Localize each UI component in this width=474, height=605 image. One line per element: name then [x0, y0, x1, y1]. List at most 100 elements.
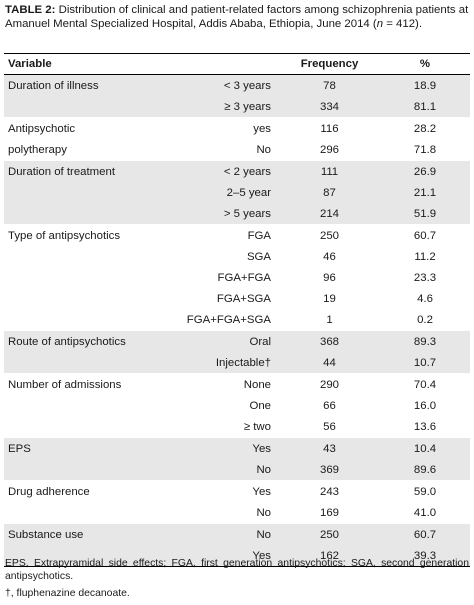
cell-frequency: 1	[279, 309, 380, 331]
cell-category: One	[174, 395, 279, 416]
cell-percent: 51.9	[380, 203, 470, 225]
cell-percent: 59.0	[380, 480, 470, 502]
table-row: Type of antipsychotics FGA 250 60.7	[4, 224, 470, 246]
cell-category: yes	[174, 117, 279, 139]
cell-category: < 2 years	[174, 160, 279, 182]
cell-category: No	[174, 523, 279, 545]
cell-frequency: 87	[279, 182, 380, 203]
cell-variable: Route of antipsychotics	[4, 330, 174, 352]
cell-variable	[4, 502, 174, 524]
cell-frequency: 169	[279, 502, 380, 524]
cell-percent: 16.0	[380, 395, 470, 416]
cell-category: < 3 years	[174, 74, 279, 96]
cell-variable	[4, 288, 174, 309]
cell-frequency: 250	[279, 224, 380, 246]
cell-percent: 28.2	[380, 117, 470, 139]
cell-category: Yes	[174, 545, 279, 567]
table-header: Variable Frequency %	[4, 53, 470, 75]
table-row: One 66 16.0	[4, 395, 470, 416]
cell-category: > 5 years	[174, 203, 279, 225]
table-row: No 169 41.0	[4, 502, 470, 524]
cell-variable	[4, 352, 174, 374]
cell-category: No	[174, 139, 279, 161]
cell-frequency: 56	[279, 416, 380, 438]
cell-category: Oral	[174, 330, 279, 352]
cell-category: SGA	[174, 246, 279, 267]
cell-frequency: 296	[279, 139, 380, 161]
cell-frequency: 66	[279, 395, 380, 416]
cell-variable	[4, 309, 174, 331]
table-row: polytherapy No 296 71.8	[4, 139, 470, 161]
footnote-dagger: †, fluphenazine decanoate.	[5, 588, 130, 599]
table-caption: TABLE 2: Distribution of clinical and pa…	[5, 4, 469, 31]
cell-category: ≥ 3 years	[174, 96, 279, 118]
table-row: Route of antipsychotics Oral 368 89.3	[4, 330, 470, 352]
table-row: > 5 years 214 51.9	[4, 203, 470, 225]
cell-percent: 23.3	[380, 267, 470, 288]
cell-variable	[4, 545, 174, 567]
table-row: 2–5 year 87 21.1	[4, 182, 470, 203]
cell-percent: 10.7	[380, 352, 470, 374]
header-category	[174, 53, 279, 75]
footnote-abbreviations: EPS, Extrapyramidal side effects; FGA, f…	[5, 558, 469, 582]
cell-variable: Duration of illness	[4, 74, 174, 96]
cell-frequency: 334	[279, 96, 380, 118]
cell-frequency: 111	[279, 160, 380, 182]
caption-text-start: Distribution of clinical and patient-rel…	[5, 4, 469, 30]
cell-percent: 13.6	[380, 416, 470, 438]
cell-percent: 60.7	[380, 523, 470, 545]
table-row: FGA+FGA+SGA 1 0.2	[4, 309, 470, 331]
table-row: Antipsychotic yes 116 28.2	[4, 117, 470, 139]
cell-percent: 81.1	[380, 96, 470, 118]
caption-label: TABLE 2:	[5, 4, 56, 16]
cell-frequency: 214	[279, 203, 380, 225]
table-row: Yes 162 39.3	[4, 545, 470, 567]
cell-frequency: 19	[279, 288, 380, 309]
cell-variable: Duration of treatment	[4, 160, 174, 182]
cell-frequency: 116	[279, 117, 380, 139]
table-row: Duration of illness < 3 years 78 18.9	[4, 74, 470, 96]
cell-category: No	[174, 459, 279, 481]
table-row: ≥ 3 years 334 81.1	[4, 96, 470, 118]
cell-variable	[4, 96, 174, 118]
cell-percent: 18.9	[380, 74, 470, 96]
cell-variable: Drug adherence	[4, 480, 174, 502]
cell-frequency: 369	[279, 459, 380, 481]
cell-percent: 0.2	[380, 309, 470, 331]
cell-category: Yes	[174, 480, 279, 502]
table-row: No 369 89.6	[4, 459, 470, 481]
table-row: EPS Yes 43 10.4	[4, 437, 470, 459]
caption-n-symbol: n	[376, 17, 384, 30]
cell-frequency: 43	[279, 437, 380, 459]
table-row: Injectable† 44 10.7	[4, 352, 470, 374]
table-body: Duration of illness < 3 years 78 18.9 ≥ 3 ye…	[4, 74, 470, 567]
cell-percent: 89.3	[380, 330, 470, 352]
cell-category: ≥ two	[174, 416, 279, 438]
cell-category: FGA+FGA	[174, 267, 279, 288]
cell-category: Yes	[174, 437, 279, 459]
cell-percent: 26.9	[380, 160, 470, 182]
cell-variable	[4, 416, 174, 438]
table-row: Substance use No 250 60.7	[4, 523, 470, 545]
cell-percent: 11.2	[380, 246, 470, 267]
cell-percent: 21.1	[380, 182, 470, 203]
cell-variable	[4, 246, 174, 267]
cell-frequency: 368	[279, 330, 380, 352]
cell-variable: Antipsychotic	[4, 117, 174, 139]
cell-frequency: 250	[279, 523, 380, 545]
cell-percent: 10.4	[380, 437, 470, 459]
table-row: Drug adherence Yes 243 59.0	[4, 480, 470, 502]
cell-variable	[4, 182, 174, 203]
table-row: FGA+SGA 19 4.6	[4, 288, 470, 309]
caption-text-end: = 412).	[383, 17, 422, 30]
cell-variable: Number of admissions	[4, 373, 174, 395]
cell-percent: 4.6	[380, 288, 470, 309]
cell-frequency: 162	[279, 545, 380, 567]
cell-percent: 41.0	[380, 502, 470, 524]
cell-category: No	[174, 502, 279, 524]
cell-percent: 71.8	[380, 139, 470, 161]
cell-variable: Type of antipsychotics	[4, 224, 174, 246]
cell-frequency: 44	[279, 352, 380, 374]
cell-category: FGA+SGA	[174, 288, 279, 309]
